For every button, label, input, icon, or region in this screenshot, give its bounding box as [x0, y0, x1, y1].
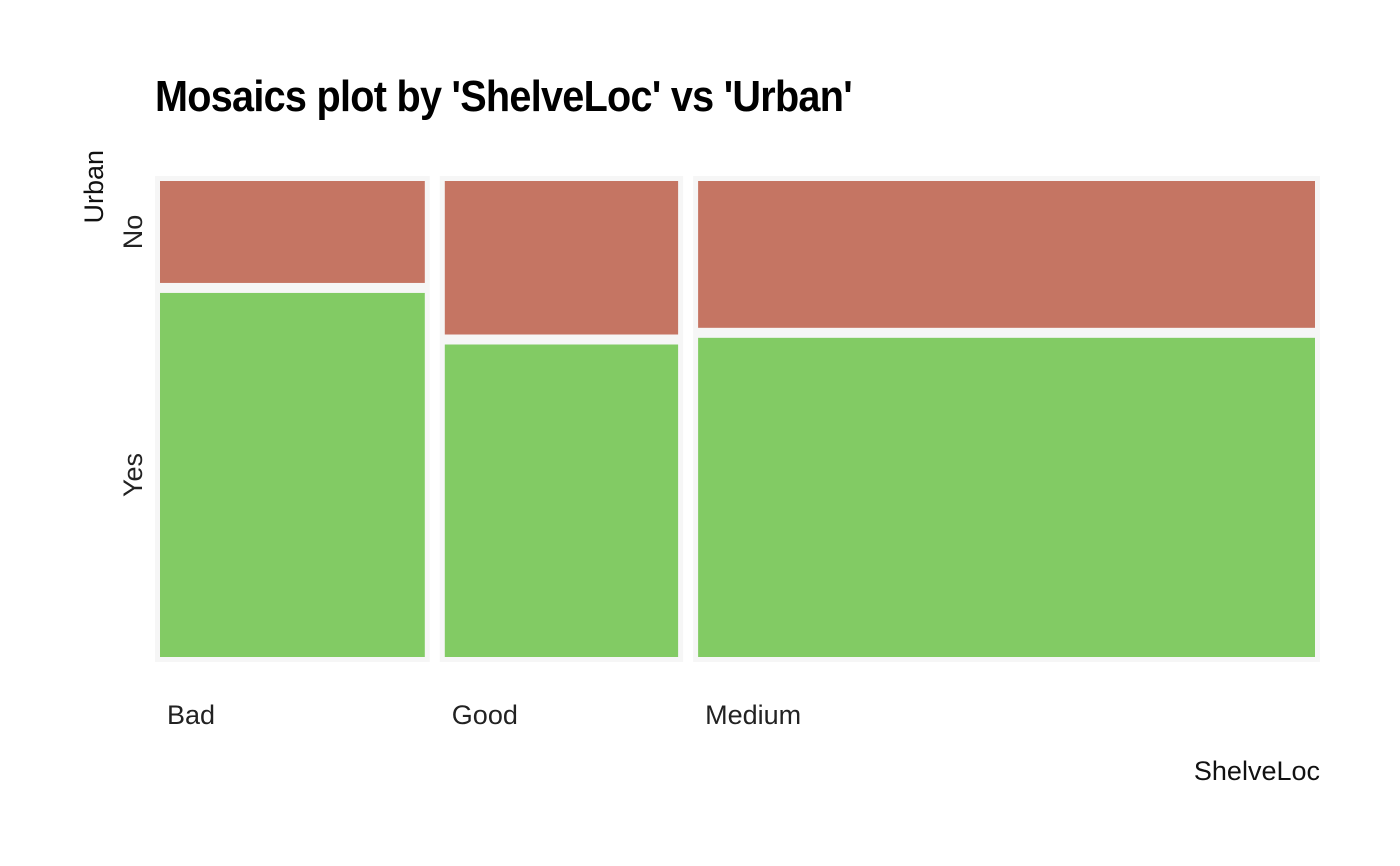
- chart-title: Mosaics plot by 'ShelveLoc' vs 'Urban': [155, 72, 853, 121]
- y-tick-label: No: [118, 215, 148, 250]
- mosaic-tile-bad-no: [160, 181, 425, 283]
- mosaic-tile-good-yes: [444, 344, 679, 657]
- mosaic-tile-bad-yes: [160, 292, 425, 657]
- mosaic-tile-good-no: [444, 181, 679, 335]
- x-axis-label: ShelveLoc: [1194, 756, 1320, 786]
- mosaic-tile-medium-no: [698, 181, 1315, 328]
- mosaic-tile-medium-yes: [698, 337, 1315, 657]
- x-tick-label: Good: [452, 700, 518, 730]
- y-tick-label: Yes: [118, 453, 148, 497]
- y-axis-label: Urban: [79, 150, 109, 224]
- x-tick-label: Bad: [167, 700, 215, 730]
- x-tick-label: Medium: [705, 700, 801, 730]
